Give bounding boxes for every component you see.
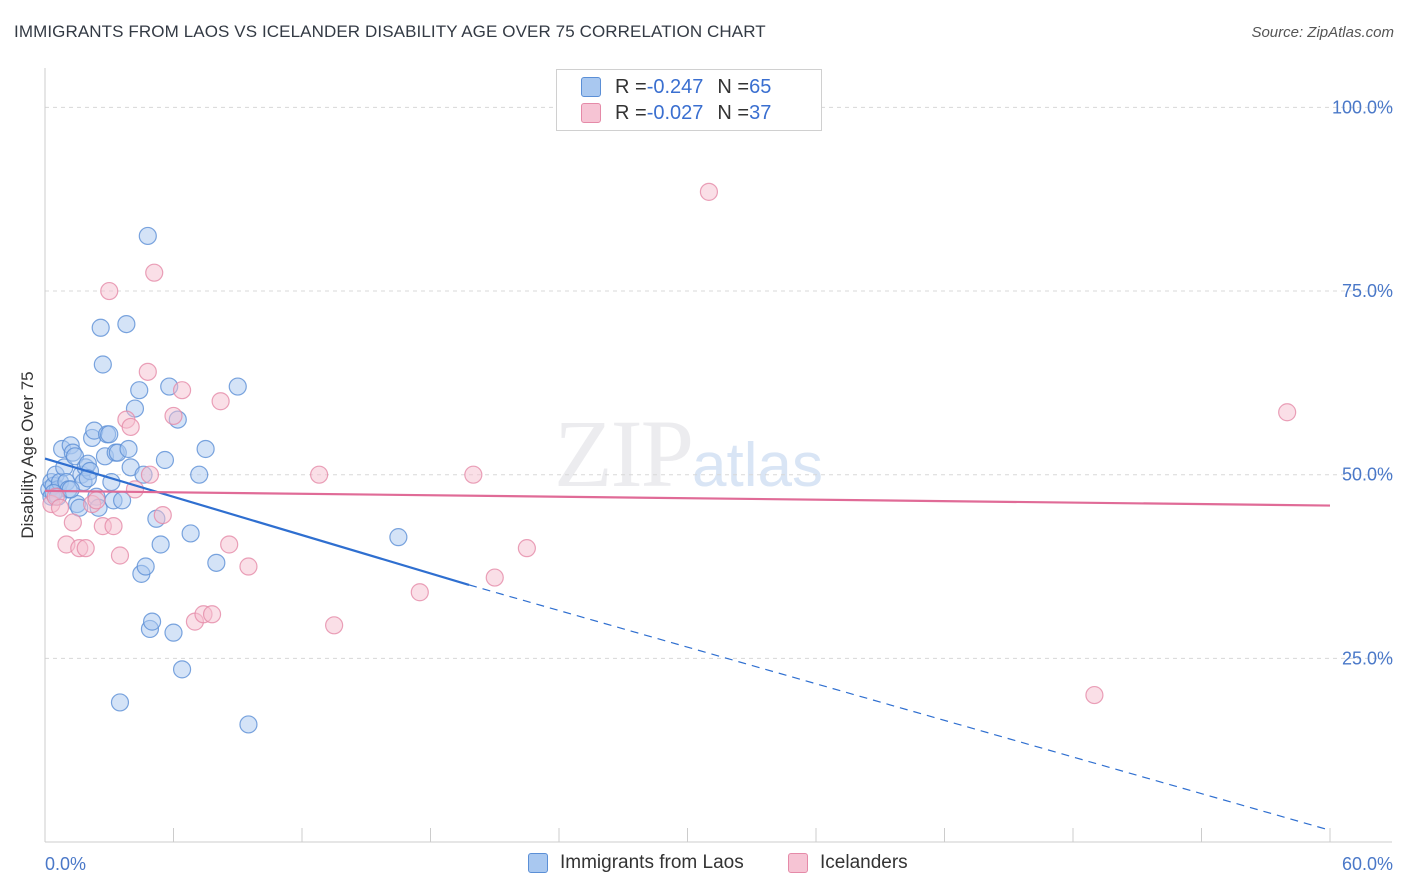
legend-n-value-laos: 65 [749,75,772,98]
y-tick-label: 75.0% [1342,281,1393,301]
legend-n-label: N = [717,101,750,124]
laos-trend-line [44,457,470,586]
icelander-point [138,362,157,381]
x-tick-label: 60.0% [1342,854,1393,874]
laos-point [130,381,149,400]
icelander-point [100,281,119,301]
legend-label-laos: Immigrants from Laos [560,852,744,873]
legend-swatch-icelanders [581,103,601,123]
y-tick-label: 25.0% [1342,648,1393,668]
icelander-point [485,568,504,587]
laos-point [181,524,200,543]
legend-r-value-laos: -0.247 [646,75,704,98]
laos-point [164,623,183,642]
laos-point [151,535,170,554]
icelander-point [172,381,192,400]
watermark-zip: ZIP [554,400,694,507]
legend-swatch-icelanders [788,853,808,873]
legend-swatch-laos [528,853,548,873]
y-axis-label: Disability Age Over 75 [18,371,37,538]
laos-point [190,465,209,484]
icelander-point [211,392,230,411]
watermark-atlas: atlas [692,431,823,500]
icelander-point [1278,403,1297,422]
icelander-point [63,513,82,532]
source-credit: Source: ZipAtlas.com [1251,24,1394,41]
laos-point [155,450,175,470]
laos-point [91,318,110,337]
icelander-point [110,546,130,565]
laos-trend-line-extension [468,584,1331,831]
icelander-point [164,406,183,426]
icelander-point [699,182,719,201]
icelander-point [310,465,329,484]
laos-point [100,425,119,444]
laos-point [142,612,162,631]
laos-point [138,226,157,246]
icelander-point [121,417,140,437]
laos-point [228,377,247,396]
correlation-legend: R = -0.247 N = 65 R = -0.027 N = 37 [556,69,822,131]
laos-point [136,557,155,576]
legend-row-laos: R = -0.247 N = 65 [581,75,771,99]
icelander-point [464,465,483,484]
watermark: ZIPatlas [554,398,823,509]
laos-point [196,439,215,459]
legend-r-value-icelanders: -0.027 [646,101,704,124]
laos-point [78,469,97,488]
laos-point [119,439,138,459]
laos-point [389,528,408,547]
chart-title: IMMIGRANTS FROM LAOS VS ICELANDER DISABI… [14,22,766,41]
icelander-point [517,539,536,558]
icelander-point [140,465,160,484]
laos-point [93,355,112,374]
laos-point [117,314,136,334]
legend-n-value-icelanders: 37 [749,101,772,124]
legend-label-icelanders: Icelanders [820,852,908,873]
legend-item-icelanders[interactable]: Icelanders [788,852,908,874]
legend-r-label: R = [615,75,647,98]
laos-point [172,660,192,679]
icelander-point [76,539,95,558]
icelander-point [104,517,123,536]
laos-point [61,480,80,499]
laos-point [207,553,226,572]
icelander-trend-line [44,489,1331,507]
icelander-point [50,498,70,517]
laos-point [239,715,258,734]
legend-r-label: R = [615,101,647,124]
icelander-point [87,491,106,510]
icelander-point [410,583,429,602]
icelander-point [202,605,222,624]
icelander-point [1085,685,1104,705]
icelander-point [325,616,344,635]
x-tick-label: 0.0% [45,854,86,874]
series-legend: Immigrants from Laos Icelanders [0,852,1406,878]
legend-item-laos[interactable]: Immigrants from Laos [528,852,744,874]
y-tick-label: 50.0% [1342,465,1393,485]
legend-swatch-laos [581,77,601,97]
icelander-point [145,263,164,282]
legend-row-icelanders: R = -0.027 N = 37 [581,101,771,125]
icelander-point [220,535,239,554]
laos-point [110,693,130,712]
icelander-point [153,505,172,525]
legend-n-label: N = [717,75,750,98]
y-tick-label: 100.0% [1332,97,1393,117]
icelander-point [239,557,258,576]
